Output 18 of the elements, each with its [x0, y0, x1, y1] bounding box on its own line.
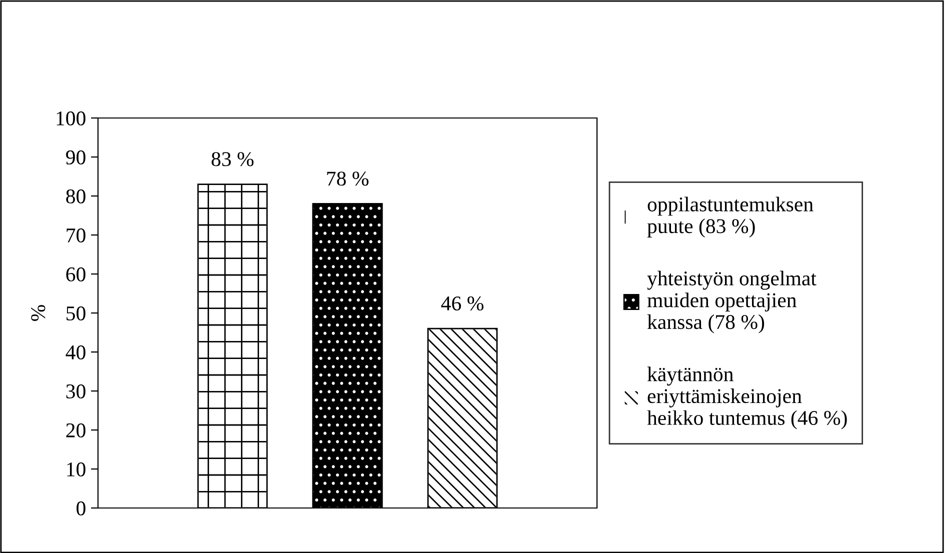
y-tick-label: 100 — [56, 111, 86, 126]
y-tick-label: 30 — [66, 384, 86, 398]
legend-label: yhteistyön ongelmat muiden opettajien kanssa (78 %) — [647, 270, 816, 334]
y-tick-label: 0 — [76, 501, 86, 516]
legend-label: käytännön eriyttämiskeinojen heikko tuntemus (46 %) — [647, 366, 847, 430]
y-tick-label: 70 — [66, 228, 86, 242]
y-tick-label: 80 — [66, 189, 86, 204]
y-tick-label: 40 — [66, 345, 86, 360]
y-tick-label: 60 — [66, 267, 86, 282]
data-label: 46 % — [441, 296, 484, 311]
y-tick-label: 10 — [67, 462, 86, 476]
y-tick-label: 50 — [66, 306, 86, 320]
y-axis-title: % — [31, 305, 46, 321]
data-label: 83 % — [212, 152, 254, 166]
y-tick-label: 90 — [66, 150, 86, 164]
data-label: 78 % — [327, 172, 368, 186]
legend-label: oppilastuntemuksen puute (83 %) — [647, 196, 814, 238]
y-tick-label: 20 — [66, 423, 86, 438]
